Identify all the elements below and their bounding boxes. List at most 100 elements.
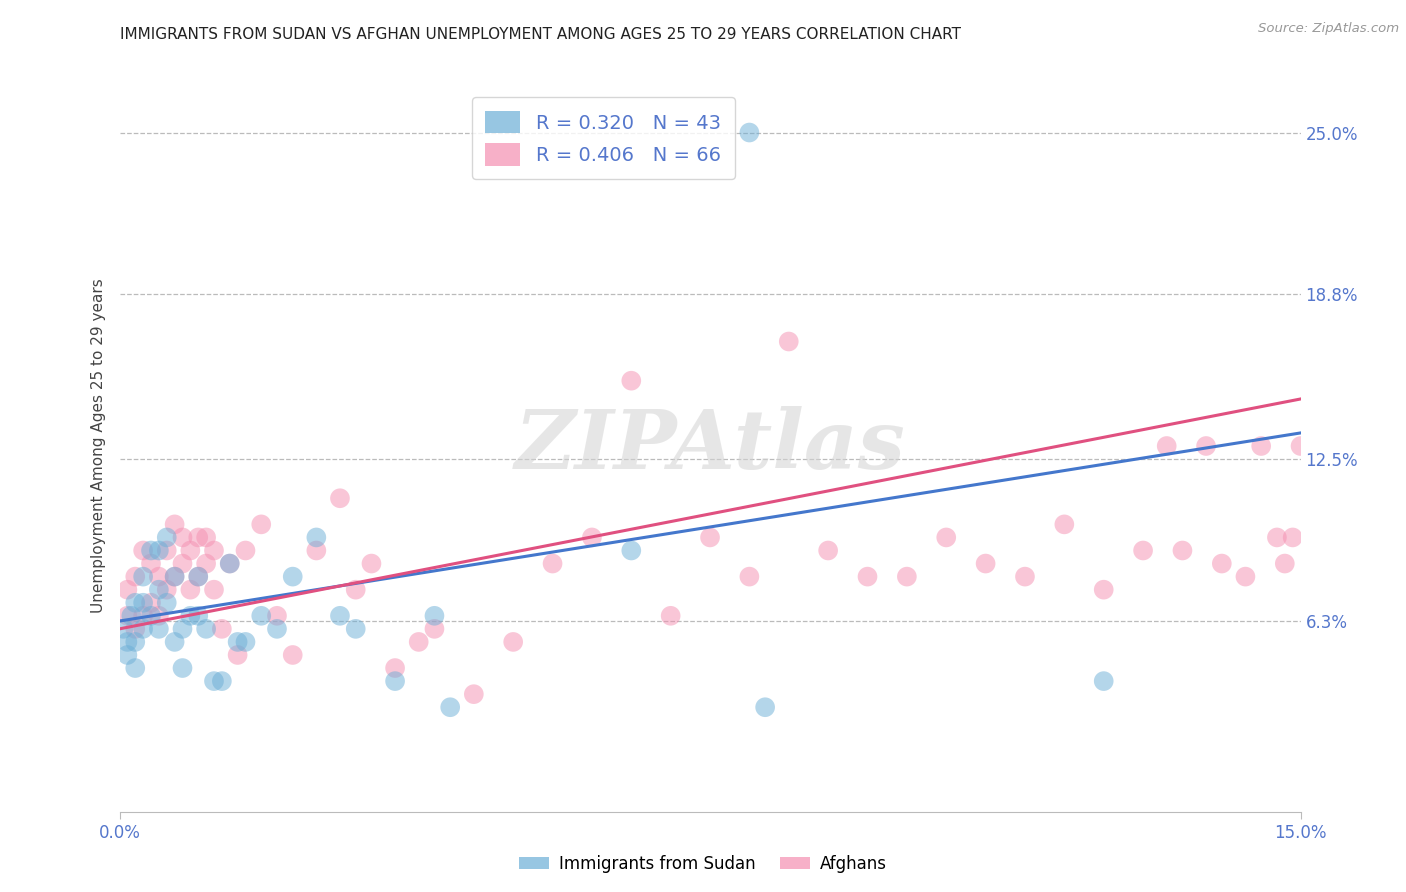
Point bbox=[187, 608, 209, 623]
Point bbox=[699, 530, 721, 544]
Point bbox=[305, 530, 328, 544]
Point bbox=[1092, 582, 1115, 597]
Point bbox=[541, 557, 564, 571]
Point bbox=[117, 648, 139, 662]
Point bbox=[132, 543, 155, 558]
Point bbox=[195, 622, 218, 636]
Point bbox=[156, 596, 179, 610]
Point bbox=[1274, 557, 1296, 571]
Point bbox=[754, 700, 776, 714]
Point bbox=[124, 661, 146, 675]
Text: IMMIGRANTS FROM SUDAN VS AFGHAN UNEMPLOYMENT AMONG AGES 25 TO 29 YEARS CORRELATI: IMMIGRANTS FROM SUDAN VS AFGHAN UNEMPLOY… bbox=[120, 27, 960, 42]
Point bbox=[935, 530, 957, 544]
Point bbox=[329, 608, 352, 623]
Point bbox=[117, 608, 139, 623]
Point bbox=[163, 569, 186, 583]
Point bbox=[384, 661, 406, 675]
Point bbox=[856, 569, 879, 583]
Point bbox=[124, 569, 146, 583]
Point bbox=[1281, 530, 1303, 544]
Point bbox=[156, 582, 179, 597]
Point bbox=[1211, 557, 1233, 571]
Point bbox=[139, 557, 162, 571]
Point bbox=[1014, 569, 1036, 583]
Point bbox=[896, 569, 918, 583]
Point bbox=[132, 608, 155, 623]
Point bbox=[132, 569, 155, 583]
Point bbox=[148, 582, 170, 597]
Point bbox=[195, 557, 218, 571]
Point bbox=[218, 557, 240, 571]
Point bbox=[202, 674, 225, 689]
Point bbox=[250, 608, 273, 623]
Point bbox=[172, 557, 194, 571]
Point bbox=[112, 622, 135, 636]
Point bbox=[179, 608, 201, 623]
Point bbox=[139, 608, 162, 623]
Point bbox=[148, 569, 170, 583]
Point bbox=[581, 530, 603, 544]
Point bbox=[1265, 530, 1288, 544]
Point bbox=[974, 557, 997, 571]
Point bbox=[132, 596, 155, 610]
Point bbox=[817, 543, 839, 558]
Legend: Immigrants from Sudan, Afghans: Immigrants from Sudan, Afghans bbox=[512, 848, 894, 880]
Point bbox=[1092, 674, 1115, 689]
Point bbox=[124, 622, 146, 636]
Text: ZIPAtlas: ZIPAtlas bbox=[515, 406, 905, 486]
Point bbox=[235, 543, 257, 558]
Point bbox=[124, 635, 146, 649]
Point bbox=[211, 674, 233, 689]
Point bbox=[1234, 569, 1257, 583]
Point bbox=[120, 608, 142, 623]
Point bbox=[1053, 517, 1076, 532]
Point bbox=[408, 635, 430, 649]
Point bbox=[211, 622, 233, 636]
Point bbox=[187, 569, 209, 583]
Point bbox=[360, 557, 382, 571]
Point bbox=[117, 635, 139, 649]
Point bbox=[738, 126, 761, 140]
Point bbox=[187, 530, 209, 544]
Point bbox=[179, 582, 201, 597]
Point bbox=[329, 491, 352, 506]
Point bbox=[172, 530, 194, 544]
Point bbox=[148, 543, 170, 558]
Point bbox=[738, 569, 761, 583]
Point bbox=[266, 608, 288, 623]
Point bbox=[148, 608, 170, 623]
Point bbox=[266, 622, 288, 636]
Point bbox=[423, 608, 446, 623]
Point bbox=[163, 569, 186, 583]
Point bbox=[659, 608, 682, 623]
Point bbox=[156, 530, 179, 544]
Point bbox=[281, 569, 304, 583]
Point bbox=[195, 530, 218, 544]
Point bbox=[139, 543, 162, 558]
Point bbox=[1156, 439, 1178, 453]
Point bbox=[172, 661, 194, 675]
Point bbox=[218, 557, 240, 571]
Point bbox=[179, 543, 201, 558]
Point bbox=[620, 543, 643, 558]
Point bbox=[226, 635, 249, 649]
Point bbox=[172, 622, 194, 636]
Point bbox=[163, 517, 186, 532]
Point bbox=[463, 687, 485, 701]
Point bbox=[778, 334, 800, 349]
Point bbox=[187, 569, 209, 583]
Point bbox=[439, 700, 461, 714]
Point bbox=[202, 543, 225, 558]
Point bbox=[163, 635, 186, 649]
Point bbox=[620, 374, 643, 388]
Point bbox=[202, 582, 225, 597]
Point bbox=[1195, 439, 1218, 453]
Point bbox=[1289, 439, 1312, 453]
Point bbox=[502, 635, 524, 649]
Point bbox=[281, 648, 304, 662]
Point bbox=[250, 517, 273, 532]
Point bbox=[1132, 543, 1154, 558]
Point bbox=[1250, 439, 1272, 453]
Point bbox=[117, 582, 139, 597]
Point bbox=[156, 543, 179, 558]
